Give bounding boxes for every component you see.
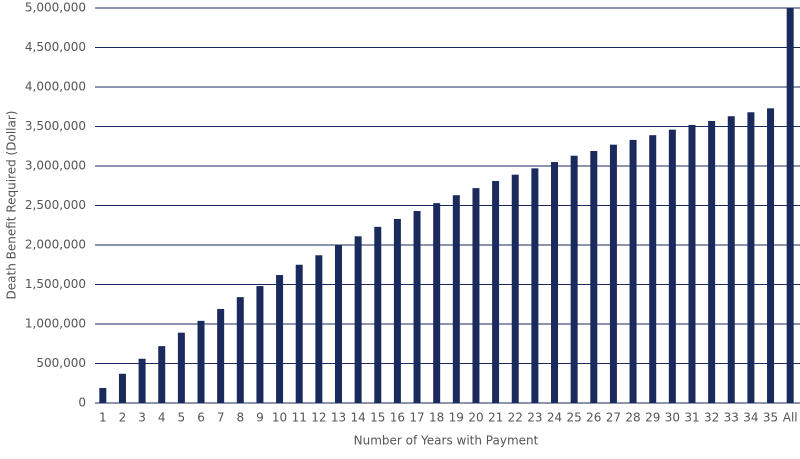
x-tick-label: 2 <box>119 411 127 425</box>
bar <box>570 155 578 403</box>
bar <box>649 135 657 403</box>
y-axis-title: Death Benefit Required (Dollar) <box>5 111 19 300</box>
bar <box>609 144 617 404</box>
bar <box>295 264 303 403</box>
x-tick-label: 21 <box>488 411 503 425</box>
bar <box>374 226 382 403</box>
bar <box>668 129 676 403</box>
bar <box>688 124 696 404</box>
y-tick-label: 2,000,000 <box>25 238 86 252</box>
x-tick-label: 34 <box>743 411 758 425</box>
x-tick-label: 32 <box>704 411 719 425</box>
y-tick-label: 1,500,000 <box>25 277 86 291</box>
bar <box>786 8 794 403</box>
x-tick-label: 16 <box>390 411 405 425</box>
x-tick-label: 3 <box>138 411 146 425</box>
x-tick-label: 5 <box>178 411 186 425</box>
x-tick-label: 19 <box>449 411 464 425</box>
bar <box>256 286 264 403</box>
y-tick-label: 3,000,000 <box>25 159 86 173</box>
bar <box>334 245 342 403</box>
y-tick-label: 500,000 <box>36 356 86 370</box>
x-tick-label: 27 <box>606 411 621 425</box>
bar <box>138 358 146 403</box>
x-tick-label: 24 <box>547 411 562 425</box>
x-tick-label: 35 <box>763 411 778 425</box>
bar <box>413 211 421 403</box>
bar <box>354 236 362 403</box>
bar <box>433 203 441 403</box>
bar <box>393 218 401 403</box>
bar <box>472 188 480 403</box>
x-tick-label: 6 <box>197 411 205 425</box>
x-tick-label: 7 <box>217 411 225 425</box>
x-tick-label: 29 <box>645 411 660 425</box>
x-tick-label: 26 <box>586 411 601 425</box>
bar <box>590 150 598 403</box>
y-tick-label: 2,500,000 <box>25 198 86 212</box>
x-tick-label: 33 <box>724 411 739 425</box>
x-tick-label: 13 <box>331 411 346 425</box>
y-tick-label: 1,000,000 <box>25 317 86 331</box>
y-tick-label: 4,500,000 <box>25 40 86 54</box>
bar <box>177 332 185 403</box>
x-tick-label: 25 <box>567 411 582 425</box>
bar <box>452 195 460 403</box>
x-tick-label: 11 <box>292 411 307 425</box>
y-tick-label: 3,500,000 <box>25 119 86 133</box>
bar <box>158 346 166 403</box>
x-tick-label: 12 <box>311 411 326 425</box>
x-tick-label: 9 <box>256 411 264 425</box>
bar <box>118 373 126 403</box>
bar <box>236 297 244 403</box>
bar <box>708 120 716 403</box>
bar <box>551 162 559 403</box>
x-tick-label: 10 <box>272 411 287 425</box>
x-tick-label: 8 <box>236 411 244 425</box>
bar <box>197 320 205 403</box>
bar <box>99 387 107 403</box>
x-tick-label: 23 <box>527 411 542 425</box>
x-tick-label: 17 <box>409 411 424 425</box>
x-tick-label: 28 <box>625 411 640 425</box>
x-tick-label: 18 <box>429 411 444 425</box>
x-tick-label: 30 <box>665 411 680 425</box>
x-tick-label: 14 <box>350 411 365 425</box>
x-tick-label: 22 <box>508 411 523 425</box>
x-tick-label: All <box>783 411 798 425</box>
bar <box>747 112 755 403</box>
bar <box>531 168 539 403</box>
x-tick-label: 4 <box>158 411 166 425</box>
y-tick-label: 4,000,000 <box>25 80 86 94</box>
bar <box>629 139 637 403</box>
bar <box>767 108 775 403</box>
x-tick-label: 31 <box>684 411 699 425</box>
y-tick-label: 0 <box>78 396 86 410</box>
x-tick-label: 1 <box>99 411 107 425</box>
y-tick-label: 5,000,000 <box>25 1 86 15</box>
x-axis-title: Number of Years with Payment <box>354 434 539 448</box>
bar <box>511 174 519 403</box>
x-tick-label: 15 <box>370 411 385 425</box>
bar <box>315 255 323 403</box>
bar <box>492 181 500 403</box>
bar <box>727 116 735 403</box>
x-tick-label: 20 <box>468 411 483 425</box>
bar <box>217 308 225 403</box>
bar <box>276 275 284 403</box>
